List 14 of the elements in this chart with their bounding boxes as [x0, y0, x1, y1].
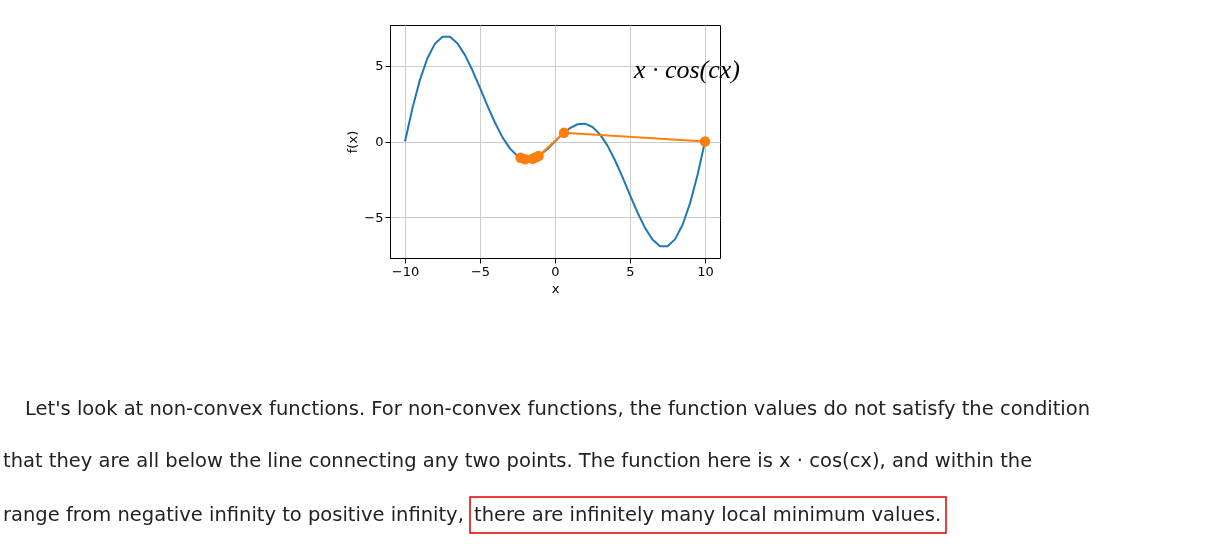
x-tick-label: −10 [391, 263, 420, 279]
text: range from negative infinity to positive infinity, [3, 503, 464, 526]
y-axis-title: f(x) [345, 130, 361, 154]
y-tick-label: 5 [375, 58, 384, 74]
x-tick-label: 0 [551, 263, 560, 279]
x-tick-label: 10 [697, 263, 714, 279]
y-tick-label: 0 [375, 134, 384, 149]
text: Let's look at non-convex functions. For non-convex functions, the function values do not satisfy the condition [25, 397, 1091, 420]
text: there are infinitely many local minimum values. [474, 503, 942, 526]
x-tick-label: 5 [626, 263, 635, 279]
text: that they are all below the line connecting any two points. The function here is x · cos(cx), and within the [3, 449, 1033, 472]
x-axis-title: x [551, 280, 560, 296]
y-tick-label: −5 [364, 209, 384, 225]
x-tick-label: −5 [470, 263, 491, 279]
